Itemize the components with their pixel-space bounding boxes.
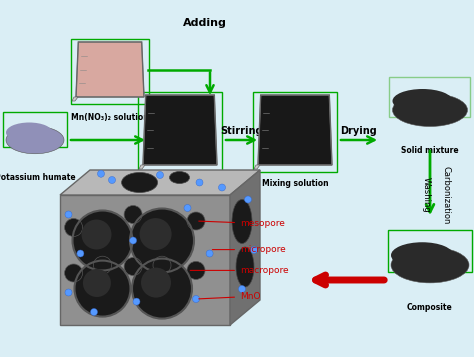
- Text: Drying: Drying: [341, 126, 377, 136]
- Circle shape: [77, 250, 84, 257]
- Polygon shape: [76, 42, 144, 97]
- Polygon shape: [139, 165, 145, 169]
- Circle shape: [124, 257, 142, 276]
- Ellipse shape: [6, 126, 64, 154]
- Polygon shape: [254, 165, 260, 169]
- Text: Mixing solution: Mixing solution: [262, 179, 328, 188]
- Polygon shape: [60, 170, 260, 195]
- Ellipse shape: [170, 171, 190, 183]
- Circle shape: [238, 286, 246, 292]
- Circle shape: [83, 269, 111, 297]
- Ellipse shape: [236, 247, 254, 287]
- Circle shape: [132, 258, 192, 318]
- Polygon shape: [230, 170, 260, 325]
- Circle shape: [187, 212, 205, 230]
- Text: MnO: MnO: [199, 292, 261, 301]
- Ellipse shape: [392, 94, 467, 126]
- Circle shape: [64, 264, 82, 282]
- Text: Mn(NO₃)₂ solution: Mn(NO₃)₂ solution: [71, 113, 149, 122]
- Circle shape: [196, 179, 203, 186]
- Polygon shape: [72, 97, 78, 101]
- Polygon shape: [60, 195, 230, 325]
- Polygon shape: [143, 95, 217, 165]
- Circle shape: [98, 170, 104, 177]
- Text: mesopore: mesopore: [199, 219, 285, 228]
- Circle shape: [73, 211, 133, 271]
- Circle shape: [91, 308, 98, 316]
- Text: Solid mixture: Solid mixture: [401, 146, 459, 155]
- Circle shape: [206, 250, 213, 257]
- Circle shape: [153, 256, 171, 274]
- Ellipse shape: [392, 89, 453, 113]
- Circle shape: [109, 176, 116, 183]
- Circle shape: [130, 208, 194, 272]
- Circle shape: [65, 211, 72, 218]
- Circle shape: [93, 256, 111, 274]
- Circle shape: [250, 246, 257, 253]
- Text: Composite: Composite: [407, 303, 453, 312]
- Text: Washing: Washing: [421, 177, 430, 213]
- Circle shape: [82, 220, 111, 250]
- Circle shape: [64, 218, 82, 236]
- Text: Stirring: Stirring: [220, 126, 263, 136]
- Circle shape: [74, 261, 130, 317]
- Text: macropore: macropore: [190, 266, 289, 275]
- Circle shape: [124, 206, 142, 223]
- Circle shape: [133, 298, 140, 305]
- Ellipse shape: [6, 122, 53, 142]
- Polygon shape: [258, 95, 332, 165]
- Text: Potassium humate: Potassium humate: [0, 173, 75, 182]
- Ellipse shape: [391, 242, 454, 268]
- Circle shape: [184, 205, 191, 211]
- Ellipse shape: [232, 200, 252, 243]
- Circle shape: [219, 184, 226, 191]
- Circle shape: [245, 196, 252, 203]
- Text: Adding: Adding: [183, 18, 227, 28]
- Circle shape: [140, 218, 172, 250]
- Ellipse shape: [391, 247, 469, 283]
- Circle shape: [141, 268, 171, 298]
- Circle shape: [192, 296, 200, 302]
- Circle shape: [65, 289, 72, 296]
- Text: Carbonization: Carbonization: [441, 166, 450, 224]
- Text: Potassium humate solution: Potassium humate solution: [121, 179, 239, 188]
- Text: micropore: micropore: [212, 245, 286, 254]
- Circle shape: [156, 171, 164, 178]
- Ellipse shape: [122, 172, 157, 192]
- Circle shape: [129, 237, 137, 244]
- Circle shape: [187, 261, 205, 280]
